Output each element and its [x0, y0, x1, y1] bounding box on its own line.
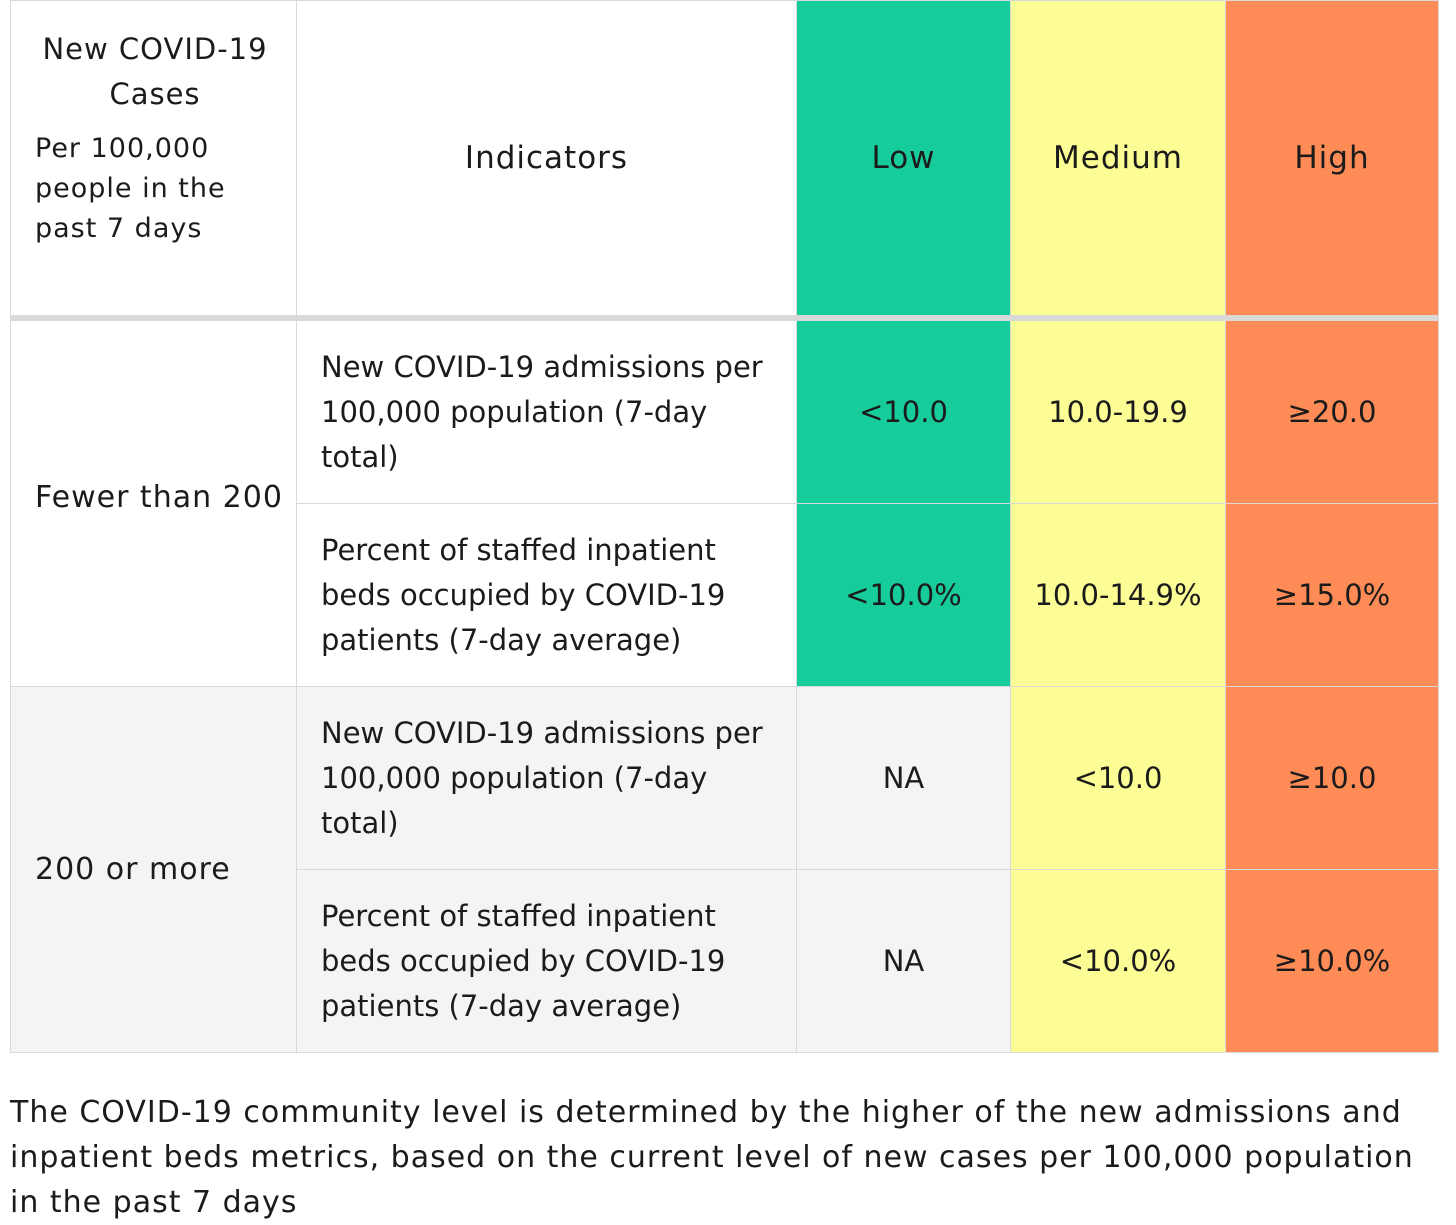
- low-threshold-cell: NA: [796, 686, 1011, 870]
- table-row: 200 or more New COVID-19 admissions per …: [10, 686, 1439, 1053]
- indicator-cell: Percent of staffed inpatient beds occupi…: [296, 869, 797, 1053]
- cases-column-subtitle: Per 100,000 people in the past 7 days: [35, 133, 226, 244]
- medium-threshold-cell: <10.0: [1010, 686, 1226, 870]
- table-row: Fewer than 200 New COVID-19 admissions p…: [10, 317, 1439, 687]
- community-level-table: New COVID-19 Cases Per 100,000 people in…: [10, 0, 1439, 1053]
- group-label-fewer-than-200: Fewer than 200: [10, 317, 297, 687]
- low-level-header: Low: [796, 0, 1011, 319]
- indicator-cell: New COVID-19 admissions per 100,000 popu…: [296, 317, 797, 504]
- table-header-row: New COVID-19 Cases Per 100,000 people in…: [10, 0, 1439, 319]
- group-label-200-or-more: 200 or more: [10, 686, 297, 1053]
- high-threshold-cell: ≥10.0%: [1225, 869, 1439, 1053]
- high-threshold-cell: ≥10.0: [1225, 686, 1439, 870]
- table-caption: The COVID-19 community level is determin…: [10, 1095, 1414, 1220]
- cases-column-header: New COVID-19 Cases Per 100,000 people in…: [10, 0, 297, 319]
- table-row: Percent of staffed inpatient beds occupi…: [11, 503, 1439, 687]
- community-level-table-container: New COVID-19 Cases Per 100,000 people in…: [10, 0, 1439, 1053]
- indicator-cell: New COVID-19 admissions per 100,000 popu…: [296, 686, 797, 870]
- high-threshold-cell: ≥20.0: [1225, 317, 1439, 504]
- medium-threshold-cell: 10.0-14.9%: [1010, 503, 1226, 687]
- medium-threshold-cell: 10.0-19.9: [1010, 317, 1226, 504]
- indicators-column-header: Indicators: [296, 0, 797, 319]
- medium-level-header: Medium: [1010, 0, 1226, 319]
- indicator-cell: Percent of staffed inpatient beds occupi…: [296, 503, 797, 687]
- table-row: Percent of staffed inpatient beds occupi…: [11, 869, 1439, 1053]
- high-threshold-cell: ≥15.0%: [1225, 503, 1439, 687]
- low-threshold-cell: <10.0: [796, 317, 1011, 504]
- high-level-header: High: [1225, 0, 1439, 319]
- medium-threshold-cell: <10.0%: [1010, 869, 1226, 1053]
- cases-column-title: New COVID-19 Cases: [42, 32, 268, 111]
- low-threshold-cell: NA: [796, 869, 1011, 1053]
- low-threshold-cell: <10.0%: [796, 503, 1011, 687]
